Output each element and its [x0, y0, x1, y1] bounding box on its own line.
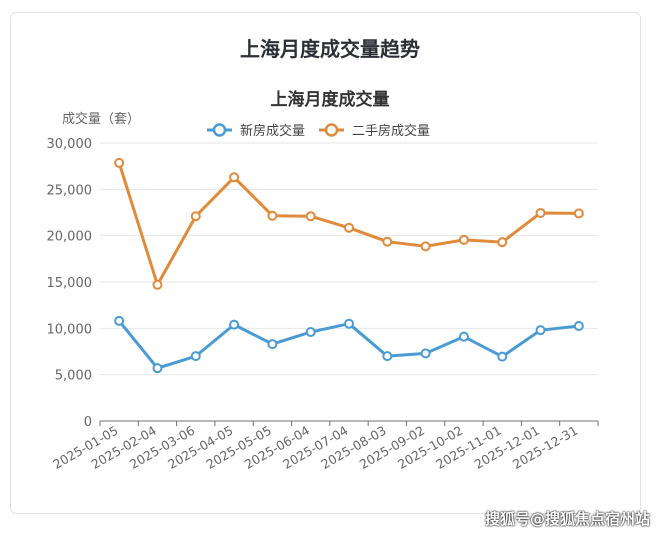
legend-item-1[interactable]: 二手房成交量	[319, 123, 430, 139]
data-point	[458, 331, 469, 342]
data-point	[573, 321, 584, 332]
data-point	[535, 325, 546, 336]
data-point	[305, 327, 316, 338]
legend-circle-icon	[324, 123, 339, 137]
data-point	[152, 363, 163, 374]
legend-circle-icon	[212, 123, 227, 137]
data-point	[535, 207, 546, 218]
y-tick-label: 20,000	[47, 230, 93, 245]
y-tick-label: 10,000	[47, 322, 93, 337]
data-point	[497, 351, 508, 362]
data-point	[114, 157, 125, 168]
data-point	[497, 237, 508, 248]
y-tick-label: 0	[84, 415, 92, 430]
legend-label: 二手房成交量	[352, 123, 430, 139]
data-point	[420, 348, 431, 359]
data-point	[267, 339, 278, 350]
data-point	[190, 211, 201, 222]
data-point	[114, 315, 125, 326]
data-point	[344, 222, 354, 233]
watermark: 搜狐号@搜狐焦点宿州站	[484, 510, 650, 528]
data-point	[190, 351, 201, 362]
y-tick-label: 15,000	[47, 276, 93, 291]
chart-title: 上海月度成交量	[270, 90, 390, 110]
data-point	[152, 279, 163, 290]
data-point	[344, 318, 354, 329]
y-tick-label: 5,000	[55, 369, 92, 384]
data-point	[229, 172, 240, 183]
y-tick-label: 25,000	[47, 183, 93, 198]
data-point	[267, 210, 278, 221]
data-point	[305, 211, 316, 222]
data-point	[382, 236, 393, 247]
data-point	[229, 319, 240, 330]
y-tick-label: 30,000	[47, 137, 93, 152]
legend-item-0[interactable]: 新房成交量	[207, 123, 305, 139]
legend-label: 新房成交量	[240, 123, 305, 139]
chart-card	[10, 12, 641, 514]
y-axis-label: 成交量（套）	[62, 112, 141, 127]
data-point	[420, 241, 431, 252]
data-point	[573, 208, 584, 219]
data-point	[458, 234, 469, 245]
data-point	[382, 351, 393, 362]
page-title: 上海月度成交量趋势	[240, 37, 420, 61]
